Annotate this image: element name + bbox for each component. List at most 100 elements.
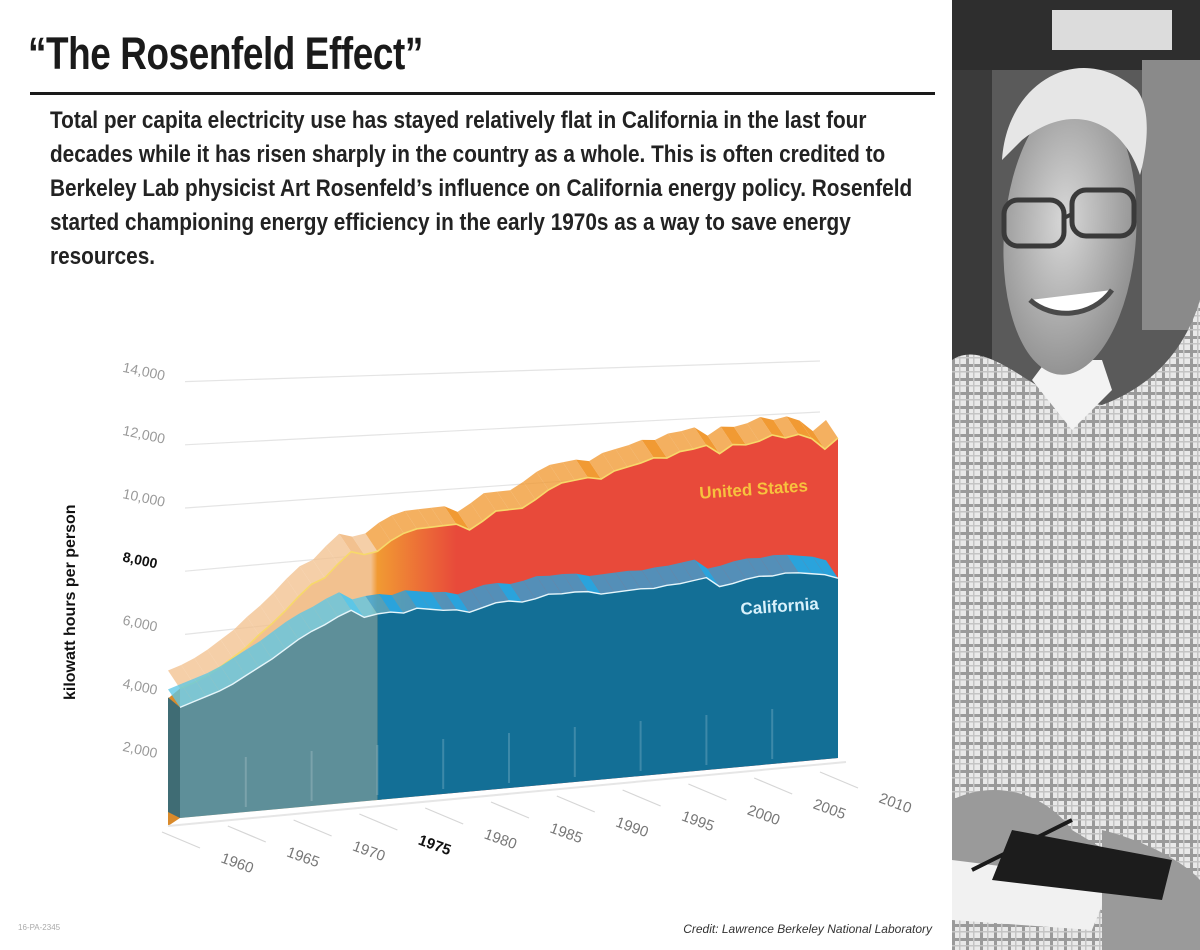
x-tick-mark: [359, 813, 398, 831]
x-tick-label: 2010: [877, 790, 914, 817]
us-top-facet: [339, 533, 365, 555]
ca-top-facet: [747, 558, 773, 577]
ca-top-facet: [325, 592, 352, 617]
ca-side-face: [168, 697, 180, 818]
us-top-facet: [444, 506, 470, 530]
ca-top-facet: [273, 621, 299, 650]
us-top-facet: [602, 448, 628, 471]
us-series-line: [179, 433, 839, 690]
portrait-photo: [952, 0, 1200, 950]
us-top-facet: [773, 416, 799, 438]
us-top-facet: [760, 417, 786, 438]
x-tick-label: 1975: [416, 832, 453, 859]
x-tick-label: 1990: [613, 814, 650, 841]
us-top-facet: [733, 423, 760, 445]
ca-series-line: [179, 572, 839, 709]
us-top-facet: [654, 433, 681, 459]
chart-3d-area: 2,000 4,000 6,000 8,000 10,000 12,000 14,000 1…: [121, 359, 914, 877]
ca-top-facet: [312, 598, 338, 625]
x-tick-label: 2000: [745, 802, 782, 829]
y-tick-label: 8,000: [121, 548, 159, 571]
y-tick-label: 14,000: [121, 359, 166, 384]
page-title: “The Rosenfeld Effect”: [28, 28, 423, 79]
y-tick-label: 2,000: [121, 738, 159, 761]
ca-top-facet: [694, 559, 720, 587]
ca-top-facet: [220, 657, 246, 685]
x-tick-mark: [688, 783, 727, 801]
us-top-facet: [786, 416, 812, 439]
us-top-facet: [799, 420, 825, 450]
ca-top-facet: [707, 565, 733, 587]
us-top-facet: [299, 559, 325, 585]
x-tick-mark: [819, 771, 859, 789]
series-california: [167, 554, 847, 827]
ca-top-facet: [260, 631, 286, 659]
ca-front-face-late: [377, 572, 838, 800]
us-top-facet: [418, 507, 444, 528]
us-top-facet: [707, 426, 733, 454]
ca-top-facet: [575, 573, 602, 595]
ca-top-facet: [457, 589, 483, 613]
y-tick-label: 4,000: [121, 675, 159, 698]
us-top-facet: [681, 427, 707, 450]
us-top-facet: [365, 522, 391, 552]
gridline: [184, 411, 821, 446]
ca-front-face-early: [180, 610, 378, 818]
ca-top-facet: [418, 591, 444, 611]
us-top-facet: [497, 490, 523, 510]
ca-top-facet: [404, 590, 431, 610]
us-top-facet: [720, 426, 746, 445]
ca-top-facet: [299, 606, 325, 632]
ca-top-facet: [352, 595, 378, 618]
us-top-facet: [483, 491, 509, 512]
x-tick-mark: [556, 795, 596, 813]
us-top-facet: [628, 439, 654, 464]
ca-top-facet: [641, 567, 667, 589]
baseline-edge: [167, 761, 847, 827]
us-top-facet: [641, 439, 667, 459]
ca-top-facet: [523, 576, 549, 599]
x-tick-mark: [424, 807, 464, 825]
ca-top-facet: [549, 574, 575, 594]
infographic-panel: “The Rosenfeld Effect” Total per capita …: [18, 28, 935, 936]
x-tick-label: 1995: [679, 808, 716, 835]
us-top-facet: [194, 649, 220, 677]
ca-top-facet: [654, 565, 681, 586]
ca-top-facet: [194, 673, 220, 697]
ca-top-facet: [510, 580, 536, 603]
ca-top-facet: [431, 591, 457, 611]
ca-top-facet: [233, 649, 259, 676]
y-tick-label: 12,000: [121, 422, 166, 447]
ca-top-facet: [589, 574, 615, 595]
us-top-facet: [510, 481, 536, 509]
x-tick-mark: [161, 831, 201, 849]
us-top-facet: [325, 533, 352, 565]
portrait-image: [952, 0, 1200, 950]
x-tick-mark: [293, 819, 332, 837]
subtitle-paragraph: Total per capita electricity use has sta…: [50, 107, 913, 270]
us-top-facet: [523, 471, 549, 500]
us-top-facet: [431, 506, 457, 526]
x-tick-label: 1960: [219, 850, 256, 877]
ca-top-facet: [339, 592, 365, 618]
us-top-facet: [615, 445, 641, 467]
us-top-facet: [694, 427, 720, 454]
ca-top-facet: [497, 582, 523, 603]
us-top-facet: [220, 629, 246, 658]
ca-top-facet: [602, 572, 628, 593]
image-code: 16-PA-2345: [18, 923, 61, 932]
ca-top-facet: [733, 558, 760, 580]
us-top-facet: [562, 459, 588, 481]
ca-top-facet: [378, 594, 404, 614]
y-tick-label: 10,000: [121, 485, 166, 510]
us-top-facet: [352, 533, 378, 555]
us-top-facet: [378, 515, 404, 541]
ca-top-facet: [786, 554, 812, 574]
x-tick-mark: [227, 825, 267, 843]
ca-top-facet: [720, 561, 746, 584]
y-axis-label: kilowatt hours per person: [62, 504, 79, 700]
us-top-facet: [812, 419, 838, 450]
ca-top-facet: [246, 640, 273, 668]
us-top-facet: [470, 493, 496, 522]
x-tick-label: 1985: [548, 820, 585, 847]
